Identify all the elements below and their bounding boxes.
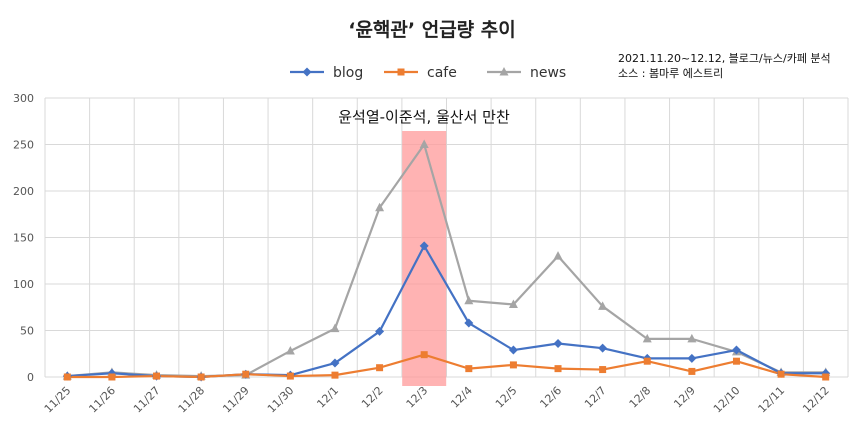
- x-tick-label: 12/2: [359, 384, 386, 411]
- highlight-band: [402, 131, 447, 386]
- x-tick-label: 12/6: [537, 384, 564, 411]
- x-tick-label: 12/8: [627, 384, 654, 411]
- event-annotation: 윤석열-이준석, 울산서 만찬: [338, 108, 510, 126]
- legend-label-blog: blog: [333, 65, 363, 81]
- marker-blog: [508, 345, 518, 355]
- marker-cafe: [420, 351, 428, 359]
- y-tick-label: 200: [13, 185, 34, 198]
- highlight-band-rect: [402, 131, 447, 386]
- marker-cafe: [108, 373, 116, 381]
- marker-news: [330, 323, 340, 333]
- marker-blog: [330, 358, 340, 368]
- x-tick-label: 12/7: [582, 384, 609, 411]
- source-note-line-2: 소스 : 봄마루 에스트리: [618, 67, 723, 80]
- chart-title: ‘윤핵관’ 언급량 추이: [348, 19, 516, 41]
- legend-marker-blog: [302, 67, 312, 77]
- x-tick-label: 12/9: [671, 384, 698, 411]
- marker-cafe: [554, 365, 562, 373]
- x-tick-label: 11/27: [131, 384, 163, 416]
- marker-cafe: [286, 372, 294, 380]
- marker-news: [687, 333, 697, 343]
- x-tick-label: 12/1: [314, 384, 341, 411]
- x-tick-label: 11/28: [176, 384, 208, 416]
- marker-news: [553, 251, 563, 260]
- series-lines: [67, 143, 826, 379]
- x-tick-label: 11/29: [220, 384, 252, 416]
- chart-legend: blog cafe news: [290, 65, 566, 81]
- y-tick-label: 150: [13, 232, 34, 245]
- marker-blog: [553, 339, 563, 349]
- series-line-cafe: [67, 353, 826, 379]
- legend-label-news: news: [530, 65, 566, 81]
- marker-news: [375, 202, 385, 212]
- x-tick-label: 11/30: [265, 384, 297, 416]
- legend-marker-news: [499, 67, 509, 76]
- marker-news: [598, 301, 608, 310]
- marker-cafe: [599, 366, 607, 374]
- x-tick-label: 11/25: [42, 384, 74, 416]
- marker-cafe: [688, 367, 696, 375]
- marker-cafe: [465, 365, 473, 373]
- marker-news: [508, 299, 518, 308]
- marker-blog: [598, 343, 608, 353]
- x-tick-label: 11/26: [86, 384, 118, 416]
- y-tick-label: 50: [20, 325, 34, 338]
- x-tick-label: 12/11: [756, 384, 788, 416]
- marker-cafe: [63, 373, 71, 381]
- x-tick-label: 12/3: [404, 384, 431, 411]
- marker-cafe: [777, 370, 785, 378]
- marker-blog: [731, 345, 741, 355]
- marker-blog: [375, 326, 385, 336]
- marker-cafe: [197, 373, 205, 381]
- marker-cafe: [732, 357, 740, 365]
- marker-cafe: [643, 357, 651, 365]
- marker-news: [464, 295, 474, 305]
- marker-cafe: [153, 372, 161, 380]
- marker-cafe: [376, 364, 384, 372]
- y-tick-label: 300: [13, 92, 34, 105]
- gridlines: [44, 97, 849, 378]
- marker-news: [285, 345, 295, 355]
- series-markers: [62, 139, 831, 382]
- source-note-line-1: 2021.11.20~12.12, 블로그/뉴스/카페 분석: [618, 52, 831, 65]
- y-axis-ticks: 0 50 100 150 200 250 300: [13, 92, 34, 384]
- marker-news: [642, 333, 652, 343]
- x-tick-label: 12/4: [448, 384, 475, 411]
- marker-cafe: [509, 361, 517, 369]
- marker-cafe: [822, 373, 830, 381]
- x-tick-label: 12/12: [800, 384, 832, 416]
- marker-cafe: [242, 370, 250, 378]
- x-tick-label: 12/10: [711, 384, 743, 416]
- legend-marker-cafe: [397, 68, 405, 76]
- y-tick-label: 0: [27, 371, 34, 384]
- marker-blog: [687, 353, 697, 363]
- x-tick-label: 12/5: [493, 384, 520, 411]
- marker-blog: [464, 318, 474, 328]
- marker-blog: [419, 241, 429, 251]
- x-axis-ticks: 11/25 11/26 11/27 11/28 11/29 11/30 12/1 12/2 12…: [42, 384, 832, 416]
- y-tick-label: 250: [13, 139, 34, 152]
- y-tick-label: 100: [13, 278, 34, 291]
- marker-news: [419, 139, 429, 148]
- legend-label-cafe: cafe: [427, 65, 457, 81]
- marker-cafe: [331, 371, 339, 379]
